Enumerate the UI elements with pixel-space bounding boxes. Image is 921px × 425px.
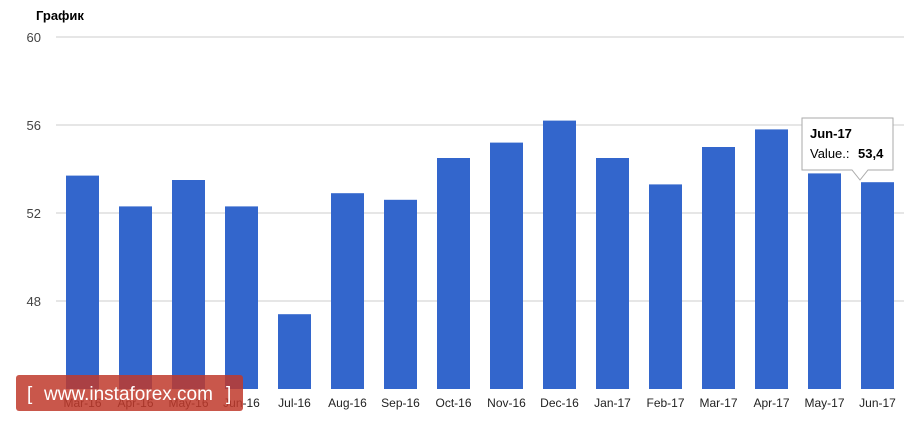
tooltip-value: 53,4 [858,146,884,161]
watermark-bracket-left: [ [27,384,33,405]
x-tick-label: Jan-17 [594,396,631,410]
x-tick-label: Mar-17 [699,396,737,410]
y-tick-label: 52 [27,206,41,221]
y-tick-label: 56 [27,118,41,133]
watermark-background [16,375,243,411]
x-tick-label: Jun-17 [859,396,896,410]
bar-dec-16[interactable] [543,120,576,389]
x-tick-label: Jul-16 [278,396,311,410]
watermark-text: www.instaforex.com [43,384,213,405]
bar-aug-16[interactable] [331,193,364,389]
bar-jun-17[interactable] [861,182,894,389]
chart-title: График [36,8,84,23]
x-tick-label: Feb-17 [646,396,684,410]
tooltip-box [801,117,894,181]
x-tick-label: Dec-16 [540,396,579,410]
bar-mar-17[interactable] [702,147,735,389]
x-tick-label: Aug-16 [328,396,367,410]
x-tick-label: Sep-16 [381,396,420,410]
bar-apr-16[interactable] [119,206,152,389]
watermark-bracket-right: ] [226,384,231,405]
x-tick-label: Apr-17 [753,396,789,410]
y-tick-label: 60 [27,30,41,45]
bars [66,120,894,389]
bar-may-17[interactable] [808,173,841,389]
bar-may-16[interactable] [172,180,205,389]
bar-oct-16[interactable] [437,158,470,389]
bar-jul-16[interactable] [278,314,311,389]
y-tick-label: 48 [27,294,41,309]
x-tick-label: May-17 [804,396,844,410]
tooltip-value-label: Value.: [810,146,850,161]
bar-jan-17[interactable] [596,158,629,389]
bar-nov-16[interactable] [490,142,523,389]
watermark: [ www.instaforex.com ] [16,375,243,411]
tooltip: Jun-17 Value.: 53,4 [801,117,894,181]
bar-sep-16[interactable] [384,199,417,389]
x-tick-label: Nov-16 [487,396,526,410]
y-axis-ticks: 60 56 52 48 [27,30,41,309]
bar-jun-16[interactable] [225,206,258,389]
bar-mar-16[interactable] [66,175,99,389]
bar-apr-17[interactable] [755,129,788,389]
tooltip-category: Jun-17 [810,126,852,141]
bar-feb-17[interactable] [649,184,682,389]
x-tick-label: Oct-16 [435,396,471,410]
